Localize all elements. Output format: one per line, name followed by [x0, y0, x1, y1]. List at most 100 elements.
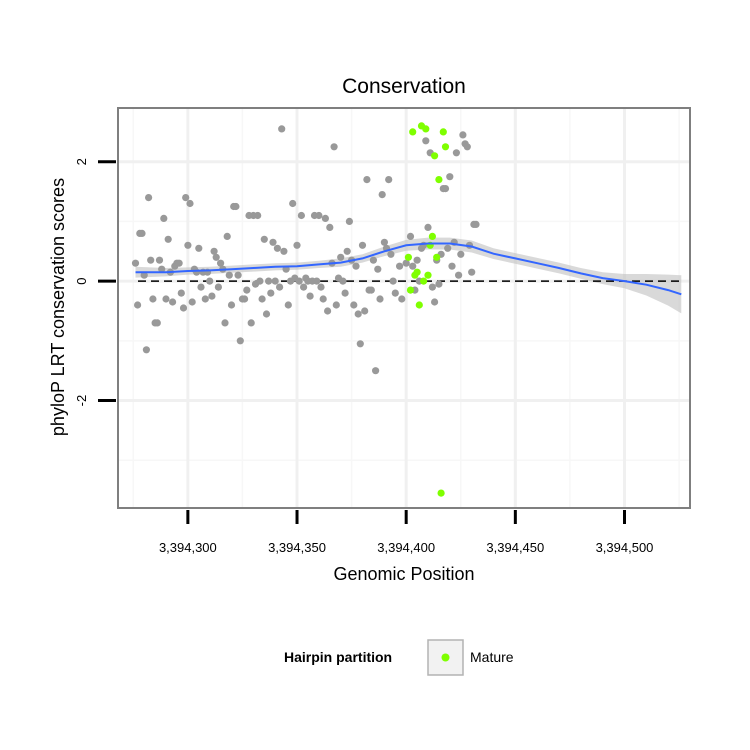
data-point-other	[396, 262, 404, 270]
data-point-other	[262, 310, 271, 318]
y-axis: -2 0 2	[74, 158, 116, 406]
data-point-other	[448, 262, 456, 270]
data-point-other	[221, 319, 229, 327]
data-point-other	[378, 191, 386, 199]
y-tick-label: -2	[74, 395, 89, 407]
x-axis: 3,394,300 3,394,350 3,394,400 3,394,450 3,39…	[159, 510, 653, 555]
confidence-band	[135, 237, 682, 314]
data-point-mature	[437, 489, 445, 497]
data-point-other	[186, 199, 194, 208]
data-point-other	[402, 259, 410, 267]
data-point-other	[468, 268, 476, 276]
data-point-other	[391, 289, 399, 297]
data-point-other	[234, 271, 242, 279]
data-point-other	[326, 223, 334, 231]
data-point-other	[289, 199, 297, 208]
data-point-other	[210, 247, 218, 255]
data-point-other	[295, 277, 303, 285]
data-point-mature	[422, 125, 430, 133]
data-point-other	[131, 259, 140, 267]
data-point-other	[217, 259, 225, 267]
legend-label-mature: Mature	[470, 649, 514, 665]
data-point-other	[361, 307, 369, 315]
data-point-other	[398, 295, 406, 303]
data-point-other	[278, 125, 286, 133]
data-point-other	[273, 244, 281, 252]
data-point-mature	[413, 268, 421, 276]
data-point-other	[452, 149, 460, 157]
data-point-other	[145, 194, 153, 202]
data-point-other	[134, 301, 142, 309]
x-tick-label: 3,394,500	[596, 540, 654, 555]
data-point-other	[319, 295, 327, 303]
data-point-mature	[433, 253, 441, 261]
data-point-other	[444, 244, 452, 252]
data-point-mature	[435, 176, 443, 184]
data-point-other	[147, 256, 155, 264]
data-point-other	[457, 250, 465, 258]
y-tick-label: 0	[74, 278, 89, 285]
data-point-other	[424, 223, 432, 231]
data-point-other	[179, 304, 188, 312]
data-point-other	[431, 298, 439, 306]
data-point-other	[380, 238, 388, 246]
data-point-other	[441, 185, 450, 193]
data-point-mature	[431, 152, 439, 160]
chart-title: Conservation	[342, 75, 466, 98]
x-tick-label: 3,394,450	[486, 540, 544, 555]
data-point-other	[169, 298, 177, 306]
grid	[119, 109, 689, 507]
data-point-mature	[409, 128, 417, 136]
data-point-other	[306, 292, 314, 300]
x-tick-label: 3,394,300	[159, 540, 217, 555]
legend-title: Hairpin partition	[284, 649, 392, 665]
data-point-other	[142, 346, 150, 354]
data-point-other	[406, 232, 415, 240]
data-point-other	[376, 295, 384, 303]
data-point-other	[354, 310, 362, 318]
data-point-other	[374, 265, 382, 273]
data-point-other	[300, 283, 308, 291]
data-point-other	[256, 277, 264, 285]
data-point-other	[254, 211, 262, 220]
data-point-other	[367, 286, 375, 294]
data-point-other	[140, 271, 148, 279]
confidence-band-layer	[135, 237, 682, 314]
data-point-other	[214, 283, 222, 291]
data-point-other	[422, 137, 430, 145]
data-point-other	[459, 131, 467, 139]
points-layer	[131, 122, 480, 497]
data-point-other	[243, 286, 251, 294]
data-point-other	[409, 262, 417, 270]
data-point-other	[247, 319, 255, 327]
data-point-other	[153, 319, 161, 327]
data-point-other	[472, 220, 480, 228]
data-point-other	[258, 295, 266, 303]
legend-key-mature-icon	[441, 653, 450, 662]
data-point-other	[313, 277, 321, 285]
data-point-other	[369, 256, 377, 264]
data-point-mature	[420, 277, 428, 285]
data-point-other	[350, 301, 358, 309]
data-point-other	[413, 256, 421, 264]
data-point-other	[321, 214, 329, 222]
data-point-other	[212, 253, 220, 261]
data-point-other	[265, 277, 273, 285]
data-point-other	[193, 268, 201, 276]
data-point-mature	[406, 286, 415, 294]
data-point-other	[330, 143, 338, 151]
data-point-other	[197, 283, 205, 291]
data-point-other	[372, 367, 380, 375]
data-point-other	[387, 250, 395, 258]
data-point-other	[356, 340, 364, 348]
data-point-other	[435, 280, 443, 288]
data-point-other	[428, 283, 436, 291]
plot-panel	[117, 107, 691, 509]
x-tick-label: 3,394,350	[268, 540, 326, 555]
x-tick-label: 3,394,400	[377, 540, 435, 555]
legend: Hairpin partition Mature	[284, 639, 514, 676]
data-point-other	[195, 244, 203, 252]
data-point-mature	[428, 232, 436, 240]
data-point-other	[160, 214, 168, 222]
